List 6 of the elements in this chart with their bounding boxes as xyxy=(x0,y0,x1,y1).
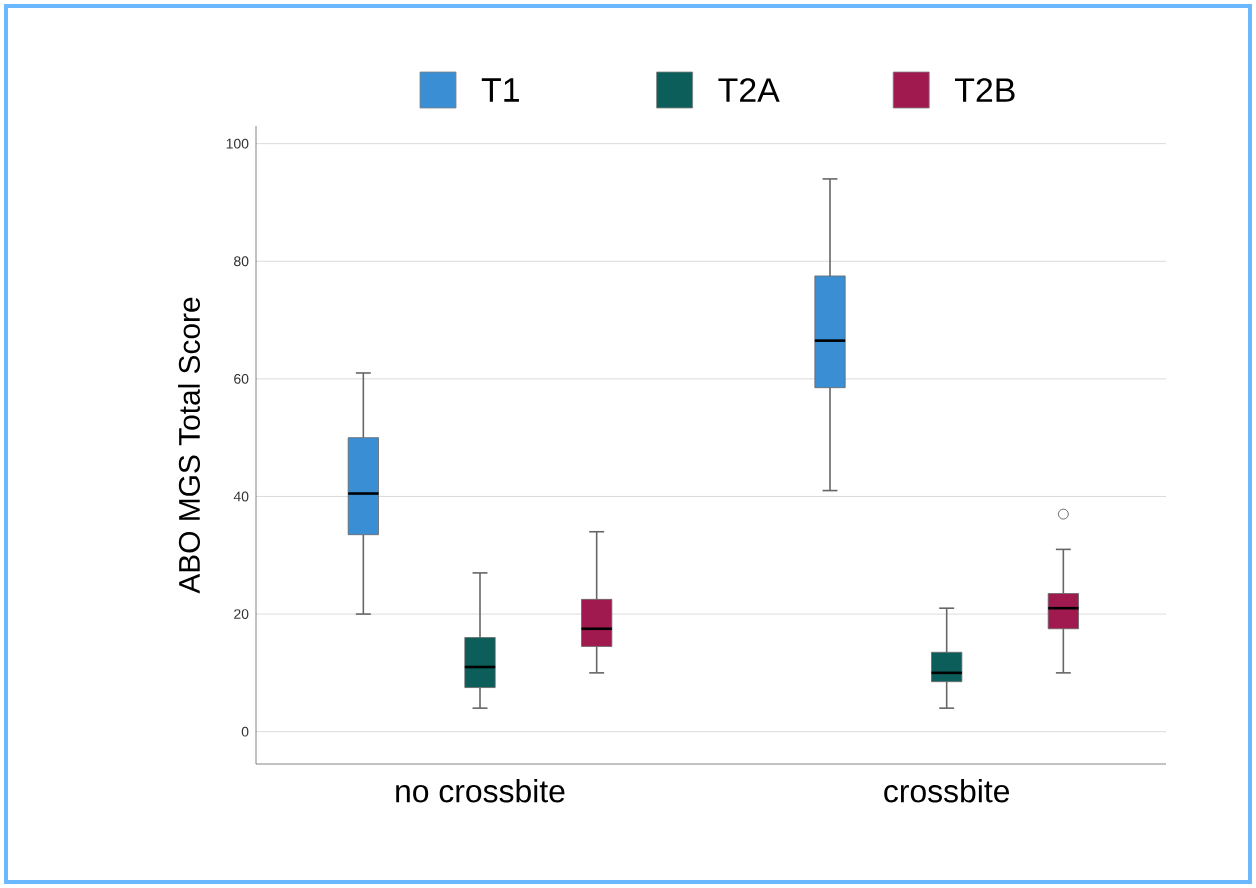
legend-label: T2A xyxy=(718,78,780,102)
y-axis-title: ABO MGS Total Score xyxy=(178,297,200,594)
x-tick-label: crossbite xyxy=(884,779,1010,803)
legend-label: T2B xyxy=(955,78,1015,102)
legend-label: T1 xyxy=(481,78,519,102)
x-tick-label: no crossbite xyxy=(396,779,565,803)
